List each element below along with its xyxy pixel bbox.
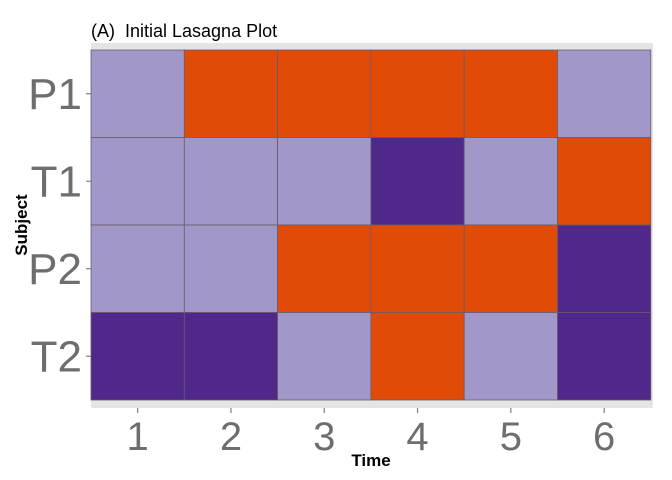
heatmap-cell [463,312,558,401]
x-tick-label: 4 [406,415,428,459]
heatmap-cell [183,224,279,313]
x-tick-label: 2 [220,415,242,459]
heatmap-cell [183,137,279,226]
heatmap-cell [557,224,652,313]
heatmap-cell [90,49,185,138]
y-axis-title: Subject [12,194,31,256]
heatmap-cell [277,137,372,226]
heatmap-cell [557,137,652,226]
heatmap-cell [90,312,185,401]
heatmap-cell [370,137,465,226]
x-axis-title: Time [351,451,390,470]
heatmap-cell [463,224,558,313]
y-tick-label: P2 [28,245,82,294]
y-tick-label: T1 [31,157,82,206]
heatmap-cell [277,49,372,138]
x-tick-label: 3 [313,415,335,459]
heatmap-cell [183,49,279,138]
heatmap-cell [370,312,465,401]
x-tick-label: 1 [127,415,149,459]
heatmap-cell [557,49,652,138]
chart-title: (A) Initial Lasagna Plot [91,21,278,41]
heatmap-cell [557,312,652,401]
y-tick-label: P1 [28,70,82,119]
x-tick-label: 5 [500,415,522,459]
heatmap-cell [370,49,465,138]
heatmap-cell [463,49,558,138]
heatmap-cell [90,137,185,226]
heatmap-cell [463,137,558,226]
x-tick-label: 6 [593,415,615,459]
heatmap-cell [277,312,372,401]
heatmap-cell [370,224,465,313]
heatmap-cell [90,224,185,313]
heatmap-cell [183,312,279,401]
heatmap-cell [277,224,372,313]
y-tick-label: T2 [31,332,82,381]
